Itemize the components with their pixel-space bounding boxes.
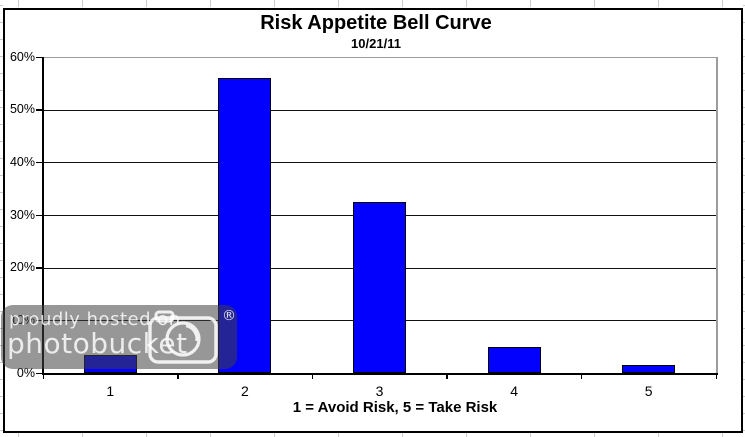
y-axis-tick bbox=[36, 56, 43, 58]
chart-subtitle: 10/21/11 bbox=[351, 36, 401, 51]
x-axis-tick-label: 1 bbox=[106, 383, 115, 399]
y-axis-tick-label: 30% bbox=[9, 207, 35, 222]
y-axis-tick bbox=[36, 214, 43, 216]
y-axis-tick bbox=[36, 372, 43, 374]
y-axis-tick-label: 40% bbox=[9, 154, 35, 169]
watermark-tagline: proudly hosted on bbox=[9, 309, 181, 330]
y-axis-tick-label: 50% bbox=[9, 102, 35, 117]
y-axis-tick-label: 0% bbox=[16, 365, 35, 380]
watermark-brand: photobucket bbox=[7, 327, 188, 360]
x-axis-tick bbox=[177, 374, 179, 379]
x-axis-tick bbox=[715, 374, 717, 379]
registered-trademark-icon: ® bbox=[222, 308, 236, 324]
y-axis-tick bbox=[36, 267, 43, 269]
spreadsheet-column-gridlines-top bbox=[0, 0, 745, 7]
gridline bbox=[43, 162, 716, 164]
y-axis-tick bbox=[36, 161, 43, 164]
x-axis-tick-label: 2 bbox=[240, 383, 249, 399]
chart-title: Risk Appetite Bell Curve bbox=[260, 12, 492, 34]
y-axis-tick bbox=[36, 109, 43, 111]
gridline-top bbox=[43, 57, 716, 58]
bar-category-3 bbox=[353, 201, 406, 373]
x-axis-title: 1 = Avoid Risk, 5 = Take Risk bbox=[292, 399, 498, 416]
spreadsheet-column-gridlines-bottom bbox=[0, 433, 745, 437]
x-axis-tick-label: 4 bbox=[510, 383, 518, 399]
x-axis-tick-label: 3 bbox=[375, 383, 384, 399]
x-axis-tick bbox=[446, 374, 448, 379]
x-axis-line bbox=[42, 372, 718, 375]
bar-category-4 bbox=[487, 346, 541, 373]
gridline bbox=[43, 109, 716, 111]
plot-border-right bbox=[716, 57, 718, 373]
y-axis-tick-label: 20% bbox=[9, 260, 35, 275]
y-axis-tick-label: 60% bbox=[9, 49, 35, 64]
camera-icon bbox=[148, 310, 218, 364]
x-axis-tick-label: 5 bbox=[644, 383, 653, 399]
x-axis-tick bbox=[42, 374, 44, 379]
x-axis-tick bbox=[580, 374, 583, 379]
bar-category-5 bbox=[622, 365, 676, 373]
y-axis-line bbox=[42, 57, 44, 374]
x-axis-tick bbox=[311, 374, 314, 379]
